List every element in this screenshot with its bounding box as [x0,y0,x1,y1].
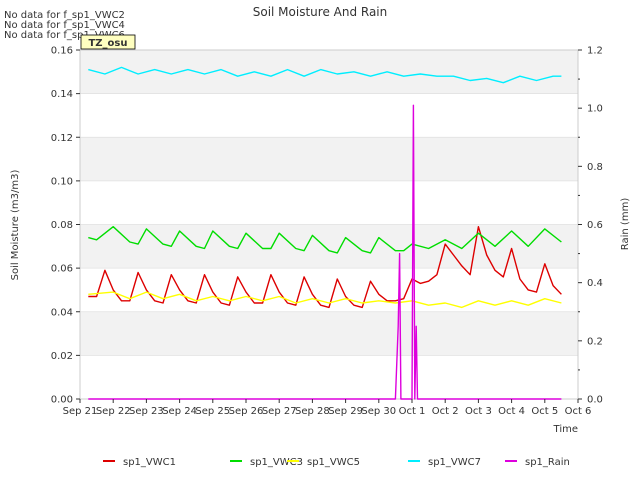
legend: sp1_VWC1 sp1_VWC3 sp1_VWC5 sp1_VWC7 sp1_Rain [103,457,570,468]
x-tick-label: Sep 21 [63,406,98,417]
y2-tick-label: 0.8 [587,162,603,173]
x-axis-label: Time [553,424,578,435]
x-tick-label: Sep 26 [229,406,264,417]
y2-tick-label: 1.0 [587,104,603,115]
grid-band [80,311,578,356]
y-tick-label: 0.00 [51,395,73,406]
x-tick-label: Oct 2 [432,406,459,417]
x-tick-label: Sep 22 [96,406,131,417]
y2-tick-label: 0.2 [587,336,603,347]
grid-band [80,93,578,138]
series-line-sp1_VWC3 [88,225,562,254]
no-data-note-3: No data for f_sp1_VWC6 [4,30,125,41]
legend-label: sp1_VWC5 [307,457,360,468]
x-tick-label: Sep 29 [328,406,363,417]
x-tick-label: Oct 4 [498,406,525,417]
series-line-sp1_VWC1 [88,225,562,309]
series-line-sp1_VWC5 [88,291,562,309]
y-tick-label: 0.16 [51,46,73,57]
grid-band [80,180,578,225]
no-data-note-1: No data for f_sp1_VWC2 [4,10,125,21]
x-tick-label: Sep 25 [195,406,230,417]
site-label: TZ_osu [88,38,127,49]
chart-title: Soil Moisture And Rain [253,5,388,19]
grid-bands [80,50,578,399]
x-tick-label: Sep 23 [129,406,164,417]
y-tick-label: 0.04 [51,307,73,318]
y-axis-ticks: 0.00 0.02 0.04 0.06 0.08 0.10 0.12 0.14 0.16 [51,46,80,406]
y-tick-label: 0.12 [51,133,73,144]
legend-label: sp1_VWC7 [428,457,481,468]
no-data-note-2: No data for f_sp1_VWC4 [4,20,125,31]
site-label-box [80,34,136,50]
y-tick-label: 0.10 [51,176,73,187]
x-tick-label: Oct 3 [465,406,492,417]
legend-label: sp1_Rain [525,457,570,468]
y2-axis-ticks: 0.0 0.2 0.4 0.6 0.8 1.0 1.2 [578,46,603,406]
y2-tick-label: 1.2 [587,46,603,57]
x-tick-label: Sep 30 [361,406,396,417]
y-tick-label: 0.06 [51,264,73,275]
grid-band [80,137,578,181]
y2-axis-label: Rain (mm) [620,198,631,251]
x-tick-label: Sep 28 [295,406,330,417]
x-tick-label: Sep 24 [162,406,197,417]
y2-tick-label: 0.4 [587,278,603,289]
grid-band [80,355,578,399]
grid-band [80,224,578,269]
y2-tick-label: 0.6 [587,220,603,231]
y-tick-label: 0.14 [51,89,73,100]
legend-label: sp1_VWC3 [250,457,303,468]
y2-tick-label: 0.0 [587,395,603,406]
x-tick-label: Oct 5 [531,406,558,417]
y-tick-label: 0.08 [51,220,73,231]
x-tick-label: Oct 6 [565,406,592,417]
y-tick-label: 0.02 [51,351,73,362]
x-tick-label: Oct 1 [399,406,426,417]
x-tick-label: Sep 27 [262,406,297,417]
series-line-sp1_VWC7 [88,66,562,84]
y-axis-label: Soil Moisture (m3/m3) [10,170,21,281]
legend-label: sp1_VWC1 [123,457,176,468]
